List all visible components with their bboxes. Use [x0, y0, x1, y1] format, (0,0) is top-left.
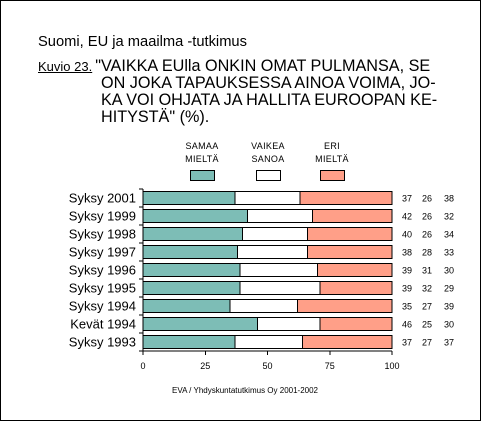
bar-vaikea-sanoa-syksy-1996: [239, 263, 318, 277]
chart-title-line: ON JOKA TAPAUKSESSA AINOA VOIMA, JO-: [101, 73, 436, 92]
category-label-syksy-2001: Syksy 2001: [69, 191, 136, 206]
bar-eri-mielta-kevat-1994: [319, 317, 393, 331]
legend-swatch-eri-mielta: [319, 170, 345, 181]
value-label-samaa-mielta-syksy-1999: 42: [402, 212, 412, 222]
bar-eri-mielta-syksy-2001: [299, 191, 393, 205]
value-label-eri-mielta-syksy-1996: 30: [444, 266, 454, 276]
legend-swatch-samaa-mielta: [189, 170, 215, 181]
chart-title-line: KA VOI OHJATA JA HALLITA EUROOPAN KE-: [101, 91, 438, 110]
category-label-syksy-1994: Syksy 1994: [69, 299, 136, 314]
bar-samaa-mielta-syksy-1999: [142, 209, 249, 223]
bar-samaa-mielta-syksy-1998: [142, 227, 244, 241]
value-label-samaa-mielta-syksy-1994: 35: [402, 302, 412, 312]
bar-vaikea-sanoa-syksy-1997: [237, 245, 308, 259]
legend-label-vaikea-sanoa: VAIKEA SANOA: [251, 140, 285, 164]
value-label-samaa-mielta-syksy-1993: 37: [402, 338, 412, 348]
bar-eri-mielta-syksy-1993: [301, 335, 393, 349]
legend-label-samaa-mielta: SAMAA MIELTÄ: [185, 140, 219, 164]
legend-item-eri-mielta: ERI MIELTÄ: [307, 140, 357, 182]
value-label-eri-mielta-syksy-1997: 33: [444, 248, 454, 258]
bar-eri-mielta-syksy-1998: [306, 227, 393, 241]
value-axis-tick-label-75: 75: [325, 361, 335, 371]
bars: [142, 191, 393, 349]
value-label-samaa-mielta-syksy-1998: 40: [402, 230, 412, 240]
bar-vaikea-sanoa-syksy-1998: [242, 227, 308, 241]
value-label-samaa-mielta-syksy-2001: 37: [402, 194, 412, 204]
figure-label: Kuvio 23.: [38, 58, 93, 74]
category-label-syksy-1993: Syksy 1993: [69, 335, 136, 350]
legend-item-samaa-mielta: SAMAA MIELTÄ: [177, 140, 227, 182]
bar-eri-mielta-syksy-1996: [316, 263, 393, 277]
value-axis-tick-label-0: 0: [140, 361, 145, 371]
value-label-samaa-mielta-syksy-1995: 39: [402, 284, 412, 294]
value-label-vaikea-sanoa-syksy-1997: 28: [422, 248, 432, 258]
category-labels: Syksy 2001 Syksy 1999 Syksy 1998 Syksy 1997…: [69, 191, 136, 350]
value-label-vaikea-sanoa-syksy-2001: 26: [422, 194, 432, 204]
bar-samaa-mielta-syksy-1997: [142, 245, 239, 259]
value-label-eri-mielta-kevat-1994: 30: [444, 320, 454, 330]
value-label-samaa-mielta-syksy-1997: 38: [402, 248, 412, 258]
value-label-eri-mielta-syksy-1998: 34: [444, 230, 454, 240]
legend-swatch-vaikea-sanoa: [255, 170, 281, 181]
value-label-vaikea-sanoa-kevat-1994: 25: [422, 320, 432, 330]
value-label-samaa-mielta-syksy-1996: 39: [402, 266, 412, 276]
bar-vaikea-sanoa-syksy-2001: [234, 191, 301, 205]
chart-title-line: "VAIKKA EUlla ONKIN OMAT PULMANSA, SE: [95, 56, 431, 75]
source-note: EVA / Yhdyskuntatutkimus Oy 2001-2002: [171, 385, 318, 395]
bar-vaikea-sanoa-syksy-1995: [239, 281, 321, 295]
chart-title: "VAIKKA EUlla ONKIN OMAT PULMANSA, SE ON…: [95, 57, 438, 127]
category-label-syksy-1997: Syksy 1997: [69, 245, 136, 260]
bar-eri-mielta-syksy-1999: [311, 209, 393, 223]
value-label-vaikea-sanoa-syksy-1993: 27: [422, 338, 432, 348]
category-label-syksy-1995: Syksy 1995: [69, 281, 136, 296]
bar-samaa-mielta-syksy-1993: [142, 335, 236, 349]
bar-samaa-mielta-kevat-1994: [142, 317, 259, 331]
value-label-vaikea-sanoa-syksy-1998: 26: [422, 230, 432, 240]
category-label-syksy-1998: Syksy 1998: [69, 227, 136, 242]
value-label-eri-mielta-syksy-1994: 39: [444, 302, 454, 312]
category-label-syksy-1999: Syksy 1999: [69, 209, 136, 224]
value-axis-tick-label-100: 100: [384, 361, 399, 371]
bar-samaa-mielta-syksy-2001: [142, 191, 236, 205]
value-axis-tick-label-25: 25: [200, 361, 210, 371]
bar-eri-mielta-syksy-1997: [306, 245, 393, 259]
value-label-vaikea-sanoa-syksy-1999: 26: [422, 212, 432, 222]
bar-samaa-mielta-syksy-1994: [142, 299, 231, 313]
value-labels: 37 26 38 42 26 32 40 26 34 38 28 33 39 31 30 39 32 29 35 27…: [402, 194, 454, 348]
bar-vaikea-sanoa-syksy-1993: [234, 335, 303, 349]
bar-samaa-mielta-syksy-1995: [142, 281, 241, 295]
category-label-kevat-1994: Kevät 1994: [70, 317, 136, 332]
bar-vaikea-sanoa-kevat-1994: [257, 317, 321, 331]
bar-vaikea-sanoa-syksy-1994: [229, 299, 298, 313]
legend-item-vaikea-sanoa: VAIKEA SANOA: [243, 140, 293, 182]
bar-samaa-mielta-syksy-1996: [142, 263, 241, 277]
bar-vaikea-sanoa-syksy-1999: [247, 209, 313, 223]
page-title: Suomi, EU ja maailma -tutkimus: [38, 34, 247, 50]
value-label-eri-mielta-syksy-1993: 37: [444, 338, 454, 348]
value-label-eri-mielta-syksy-1999: 32: [444, 212, 454, 222]
bar-eri-mielta-syksy-1994: [296, 299, 393, 313]
bar-eri-mielta-syksy-1995: [319, 281, 393, 295]
legend-label-eri-mielta: ERI MIELTÄ: [315, 140, 349, 164]
value-label-eri-mielta-syksy-2001: 38: [444, 194, 454, 204]
axes: 0 25 50 75 100: [139, 188, 400, 371]
category-label-syksy-1996: Syksy 1996: [69, 263, 136, 278]
value-label-vaikea-sanoa-syksy-1995: 32: [422, 284, 432, 294]
value-label-vaikea-sanoa-syksy-1996: 31: [422, 266, 432, 276]
value-label-samaa-mielta-kevat-1994: 46: [402, 320, 412, 330]
value-label-eri-mielta-syksy-1995: 29: [444, 284, 454, 294]
value-axis-tick-label-50: 50: [262, 361, 272, 371]
value-label-vaikea-sanoa-syksy-1994: 27: [422, 302, 432, 312]
chart-title-line: HITYSTÄ" (%).: [101, 108, 210, 127]
